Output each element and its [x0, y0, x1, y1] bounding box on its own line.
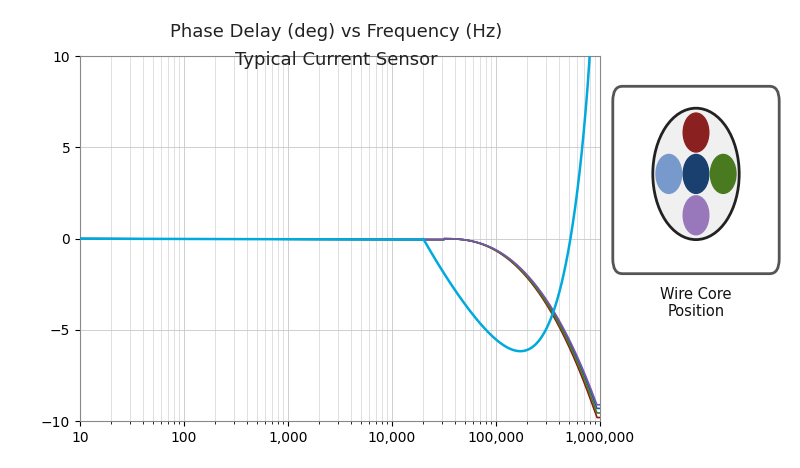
FancyBboxPatch shape: [613, 86, 779, 274]
Text: Typical Current Sensor: Typical Current Sensor: [234, 51, 438, 69]
Circle shape: [683, 196, 709, 235]
Circle shape: [653, 108, 739, 240]
Circle shape: [683, 113, 709, 152]
Text: Phase Delay (deg) vs Frequency (Hz): Phase Delay (deg) vs Frequency (Hz): [170, 23, 502, 41]
Circle shape: [683, 154, 709, 193]
Circle shape: [710, 154, 736, 193]
Circle shape: [656, 154, 682, 193]
Text: Wire Core
Position: Wire Core Position: [660, 287, 732, 319]
